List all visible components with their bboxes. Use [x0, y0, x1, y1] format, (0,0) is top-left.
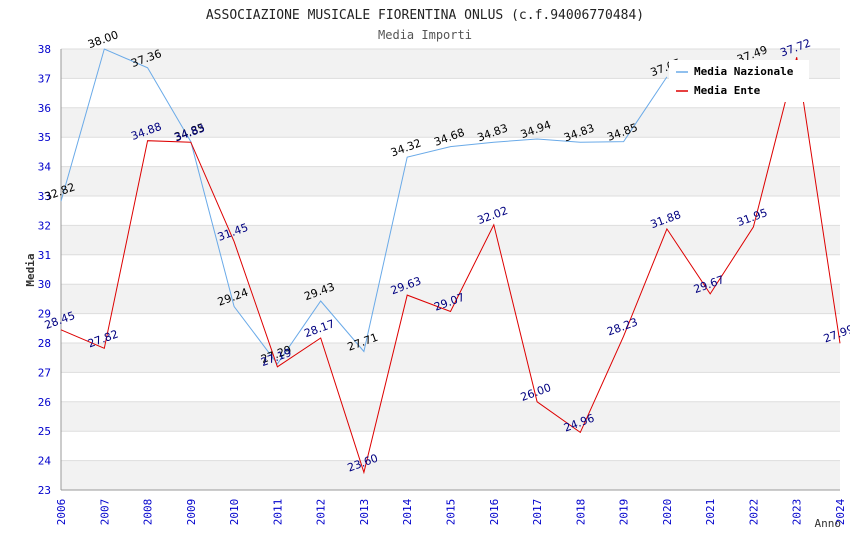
x-tick-label: 2009 — [185, 499, 198, 526]
series-line-media-nazionale — [61, 49, 753, 364]
y-tick-label: 29 — [38, 308, 51, 321]
y-tick-label: 26 — [38, 396, 51, 409]
y-tick-label: 27 — [38, 366, 51, 379]
x-tick-label: 2016 — [488, 499, 501, 526]
chart-subtitle: Media Importi — [378, 28, 472, 42]
x-axis-title: Anno — [815, 517, 842, 530]
y-tick-label: 38 — [38, 43, 51, 56]
x-tick-label: 2015 — [445, 499, 458, 526]
x-tick-label: 2013 — [358, 499, 371, 526]
grid-band — [61, 284, 840, 314]
axes — [60, 49, 840, 491]
y-tick-label: 24 — [38, 455, 52, 468]
grid-band — [61, 343, 840, 373]
data-label-media-nazionale: 34.32 — [389, 136, 423, 159]
grid-band — [61, 401, 840, 432]
y-tick-label: 34 — [38, 161, 52, 174]
y-tick-label: 23 — [38, 484, 51, 497]
x-tick-label: 2023 — [791, 499, 804, 526]
y-tick-label: 25 — [38, 425, 51, 438]
data-label-media-nazionale: 32.82 — [43, 181, 77, 204]
x-tick-label: 2014 — [401, 498, 414, 525]
x-tick-labels: 2006 2007 2008 2009 2010 2011 2012 2013 2014 2015… — [55, 498, 847, 525]
x-tick-label: 2006 — [55, 499, 68, 526]
x-tick-label: 2011 — [271, 499, 284, 526]
x-tick-label: 2008 — [142, 499, 155, 526]
y-tick-label: 37 — [38, 72, 51, 85]
legend-label-media-ente: Media Ente — [694, 84, 761, 97]
x-tick-label: 2024 — [834, 498, 847, 525]
y-tick-labels: 23 24 25 26 27 28 29 30 31 32 33 34 35 36 37 38 — [38, 43, 52, 497]
y-tick-label: 32 — [38, 219, 51, 232]
x-tick-label: 2019 — [618, 499, 631, 526]
legend-label-media-nazionale: Media Nazionale — [694, 65, 794, 78]
y-axis-title: Media — [24, 253, 37, 286]
x-tick-label: 2022 — [747, 499, 760, 526]
series-lines — [60, 49, 841, 475]
data-label-media-ente: 28.23 — [605, 315, 639, 338]
y-tick-label: 33 — [38, 190, 51, 203]
series-line-media-ente — [60, 57, 841, 475]
data-label-media-nazionale: 38.00 — [86, 28, 120, 51]
y-tick-label: 35 — [38, 131, 51, 144]
data-label-media-ente: 32.02 — [476, 204, 510, 227]
legend-box — [669, 60, 809, 102]
data-label-media-ente: 26.00 — [519, 381, 553, 404]
y-tick-label: 30 — [38, 278, 51, 291]
chart-title: ASSOCIAZIONE MUSICALE FIORENTINA ONLUS (… — [206, 8, 644, 23]
data-label-media-ente: 27.99 — [822, 323, 850, 346]
grid-band — [61, 460, 840, 490]
grid-band — [61, 107, 840, 138]
y-tick-label: 28 — [38, 337, 51, 350]
x-tick-label: 2012 — [315, 499, 328, 526]
x-tick-label: 2020 — [661, 499, 674, 526]
x-tick-label: 2017 — [531, 499, 544, 526]
gridlines — [61, 48, 840, 491]
x-tick-label: 2007 — [98, 499, 111, 526]
x-tick-label: 2018 — [574, 499, 587, 526]
x-tick-label: 2010 — [228, 499, 241, 526]
grid-band — [61, 225, 840, 255]
x-tick-label: 2021 — [704, 499, 717, 526]
background-bands — [61, 49, 840, 490]
legend: Media Nazionale Media Ente — [669, 60, 809, 102]
y-tick-label: 31 — [38, 249, 51, 262]
y-tick-label: 36 — [38, 102, 51, 115]
grid-band — [61, 166, 840, 196]
